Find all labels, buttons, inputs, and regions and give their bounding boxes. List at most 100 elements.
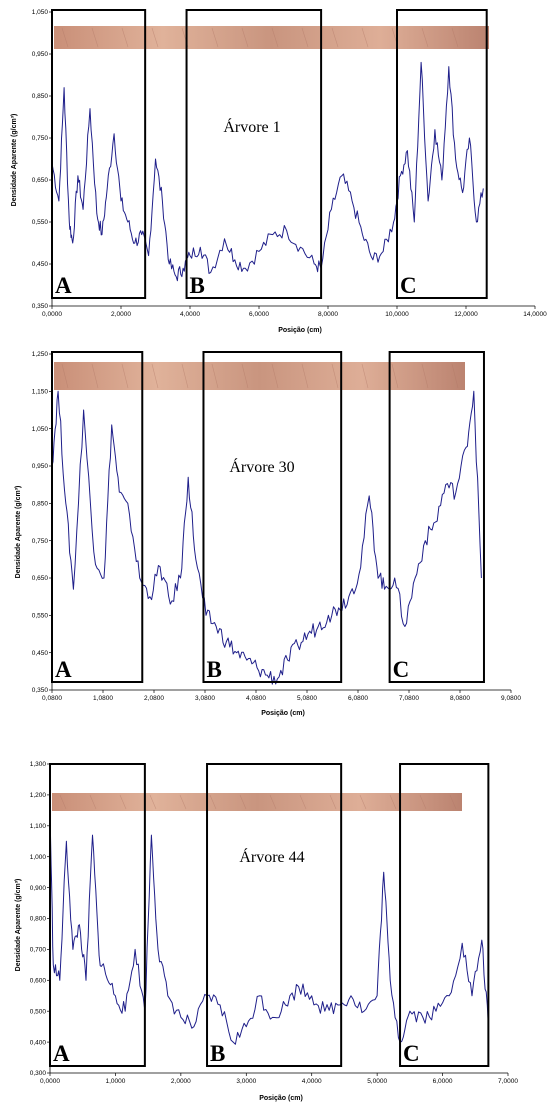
x-tick-label: 6,0000 (433, 1078, 453, 1085)
wood-grain-line (449, 794, 457, 810)
wood-grain-line (301, 27, 309, 48)
y-tick-label: 0,900 (30, 885, 47, 892)
y-tick-label: 0,350 (32, 303, 49, 310)
chart-title: Árvore 30 (229, 457, 294, 476)
wood-grain-line (239, 794, 247, 810)
chart-title: Árvore 44 (239, 847, 304, 866)
wood-grain-line (89, 794, 97, 810)
x-axis-label: Posição (cm) (261, 710, 305, 717)
x-tick-label: 12,0000 (454, 311, 478, 318)
y-tick-label: 0,300 (30, 1070, 47, 1077)
region-box-b (202, 351, 343, 683)
x-axis-label: Posição (cm) (278, 327, 322, 334)
region-box-a (51, 351, 144, 683)
wood-grain-line (331, 363, 339, 389)
y-tick-label: 1,000 (30, 854, 47, 861)
y-tick-label: 1,250 (32, 351, 49, 358)
wood-grain-line (211, 27, 219, 48)
y-tick-label: 1,200 (30, 792, 47, 799)
region-box-c (396, 9, 488, 299)
x-tick-label: 0,0000 (40, 1078, 60, 1085)
wood-grain-line (151, 27, 159, 48)
y-axis-label: Densidade Aparente (g/cm³) (15, 879, 22, 972)
wood-grain-line (119, 794, 127, 810)
wood-grain-line (389, 794, 397, 810)
y-tick-label: 0,700 (30, 947, 47, 954)
x-tick-label: 8,0000 (318, 311, 338, 318)
chart-title: Árvore 1 (223, 117, 280, 136)
wood-grain-line (181, 363, 189, 389)
density-series-line (51, 61, 484, 282)
wood-grain-line (241, 27, 249, 48)
y-axis-label: Densidade Aparente (g/cm³) (15, 486, 22, 579)
wood-grain-line (91, 27, 99, 48)
wood-grain-line (361, 27, 369, 48)
y-tick-label: 1,300 (30, 761, 47, 768)
wood-grain-line (179, 794, 187, 810)
region-label-a: A (55, 657, 72, 682)
y-tick-label: 0,550 (32, 613, 49, 620)
wood-grain-line (241, 363, 249, 389)
chart-arvore-30: Árvore 30 0,350 0,450 0,550 0,650 0,750 0,850… (15, 351, 521, 717)
wood-grain-line (61, 27, 69, 48)
x-tick-label: 4,0000 (302, 1078, 322, 1085)
region-box-c (388, 351, 485, 683)
x-tick-label: 0,0800 (42, 695, 62, 702)
x-tick-label: 5,0000 (367, 1078, 387, 1085)
region-box-b (185, 9, 323, 299)
x-tick-label: 2,0000 (111, 311, 131, 318)
wood-grain-line (391, 363, 399, 389)
chart-arvore-1: Árvore 1 0,350 0,450 0,550 0,650 0,750 0,850 0… (11, 9, 547, 334)
x-tick-label: 9,0800 (501, 695, 521, 702)
wood-grain-line (271, 363, 279, 389)
wood-grain-line (209, 794, 217, 810)
region-box-c (399, 763, 490, 1067)
x-tick-label: 5,0800 (297, 695, 317, 702)
region-label-c: C (400, 273, 417, 298)
x-tick-label: 14,0000 (523, 311, 547, 318)
y-tick-label: 1,100 (30, 823, 47, 830)
x-tick-label: 10,0000 (385, 311, 409, 318)
y-tick-label: 0,450 (32, 261, 49, 268)
y-tick-label: 0,550 (32, 219, 49, 226)
region-label-a: A (55, 273, 72, 298)
x-tick-label: 3,0000 (236, 1078, 256, 1085)
y-tick-label: 0,450 (32, 650, 49, 657)
x-tick-label: 1,0800 (93, 695, 113, 702)
y-tick-label: 0,750 (32, 538, 49, 545)
wood-grain-line (271, 27, 279, 48)
x-tick-label: 6,0800 (348, 695, 368, 702)
wood-grain-line (211, 363, 219, 389)
region-box-a (49, 763, 146, 1067)
y-tick-label: 0,650 (32, 177, 49, 184)
region-label-c: C (403, 1041, 420, 1066)
wood-grain-line (361, 363, 369, 389)
x-tick-label: 7,0800 (399, 695, 419, 702)
x-tick-label: 1,0000 (105, 1078, 125, 1085)
density-series-line (51, 390, 482, 685)
wood-grain-line (359, 794, 367, 810)
y-axis-label: Densidade Aparente (g/cm³) (11, 114, 18, 207)
chart-arvore-44: Árvore 44 0,300 0,400 0,500 0,600 0,700 0,800… (15, 761, 518, 1102)
wood-grain-line (121, 363, 129, 389)
y-tick-label: 1,050 (32, 9, 49, 16)
wood-sample-strip (54, 362, 465, 390)
region-label-b: B (210, 1041, 225, 1066)
x-tick-label: 0,0000 (42, 311, 62, 318)
y-tick-label: 0,650 (32, 575, 49, 582)
x-tick-label: 4,0800 (246, 695, 266, 702)
density-series-line (49, 810, 489, 1045)
y-tick-label: 0,600 (30, 978, 47, 985)
wood-grain-line (299, 794, 307, 810)
wood-grain-line (451, 363, 459, 389)
wood-grain-line (151, 363, 159, 389)
wood-sample-strip (54, 26, 489, 49)
x-tick-label: 7,0000 (498, 1078, 518, 1085)
y-tick-label: 1,150 (32, 389, 49, 396)
wood-grain-line (121, 27, 129, 48)
wood-grain-line (451, 27, 459, 48)
y-tick-label: 0,350 (32, 687, 49, 694)
y-tick-label: 0,850 (32, 93, 49, 100)
region-label-c: C (393, 657, 410, 682)
